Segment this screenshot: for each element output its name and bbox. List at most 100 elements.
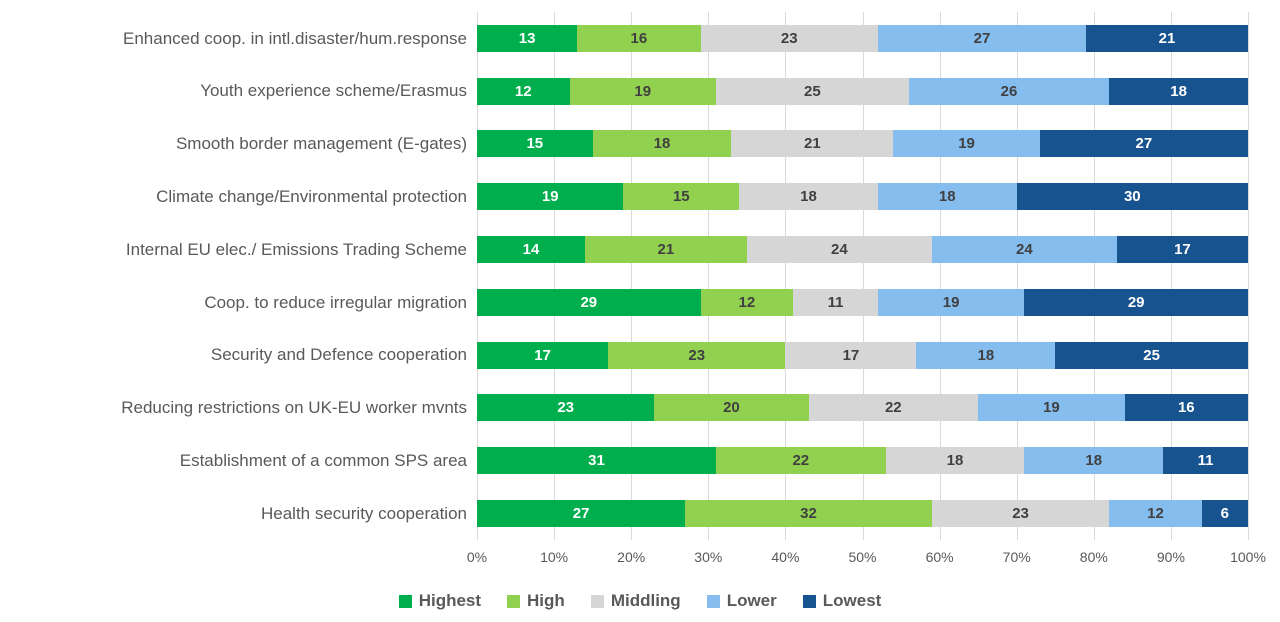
segment-value-label: 22 [884,399,902,417]
bar-row: Youth experience scheme/Erasmus 12 19 25 26 1… [0,65,1248,118]
gridline-90% [1170,12,1172,540]
bar-segment-lowest: 25 [1055,341,1248,369]
segment-value-label: 18 [946,452,964,470]
legend-item-highest: Highest [398,591,482,611]
segment-value-label: 18 [1085,452,1103,470]
segment-value-label: 15 [672,188,690,206]
stacked-bar: 29 12 11 19 29 [477,288,1248,316]
category-label: Reducing restrictions on UK-EU worker mv… [121,398,467,418]
bar-row: Internal EU elec./ Emissions Trading Sch… [0,223,1248,276]
bar-segment-high: 20 [654,394,809,422]
segment-value-label: 21 [1158,29,1176,47]
segment-value-label: 19 [958,135,975,153]
gridline-100% [1248,12,1249,540]
stacked-bar: 12 19 25 26 18 [477,77,1248,105]
segment-value-label: 16 [1177,399,1195,417]
bar-segment-lower: 24 [931,236,1117,264]
stacked-bar: 17 23 17 18 25 [477,341,1248,369]
segment-value-label: 27 [572,505,590,523]
bar-segment-lower: 26 [908,77,1110,105]
bar-segment-middling: 18 [885,447,1025,475]
segment-value-label: 11 [827,293,844,311]
bar-segment-high: 32 [685,500,932,528]
segment-value-label: 25 [1143,346,1160,364]
bar-segment-lower: 18 [916,341,1056,369]
bar-segment-highest: 12 [477,77,570,105]
segment-value-label: 18 [800,188,817,206]
bar-segment-high: 19 [569,77,716,105]
bar-row: Reducing restrictions on UK-EU worker mv… [0,382,1248,435]
gridline-70% [1016,12,1018,540]
bar-segment-high: 15 [623,183,740,211]
legend-item-lower: Lower [706,591,777,611]
bar-segment-highest: 13 [477,24,578,52]
gridline-30% [708,12,710,540]
legend-swatch-icon [802,594,816,608]
segment-value-label: 17 [842,346,860,364]
bar-segment-lowest: 11 [1163,447,1248,475]
legend: Highest High Middling Lower Lowest [0,588,1280,614]
segment-value-label: 20 [723,399,740,417]
bar-segment-lowest: 6 [1201,500,1248,528]
segment-value-label: 11 [1197,452,1214,470]
legend-item-lowest: Lowest [802,591,881,611]
bar-segment-lowest: 27 [1039,130,1248,158]
bar-segment-highest: 27 [477,500,686,528]
bar-segment-lower: 19 [877,288,1025,316]
segment-value-label: 25 [804,82,821,100]
plot-area [477,12,1249,540]
bar-segment-high: 18 [592,130,732,158]
gridline-80% [1093,12,1095,540]
bar-segment-highest: 15 [477,130,593,158]
x-axis-tick-label: 20% [617,549,646,565]
bar-row: Climate change/Environmental protection 1… [0,170,1248,223]
x-axis-tick-label: 50% [848,549,877,565]
segment-value-label: 27 [973,29,991,47]
bar-segment-lower: 27 [877,24,1087,52]
gridline-10% [554,12,556,540]
bar-segment-high: 22 [716,447,886,475]
legend-label: Lower [726,591,777,610]
bar-segment-highest: 29 [477,288,701,316]
segment-value-label: 29 [1127,293,1145,311]
bar-segment-middling: 24 [746,236,932,264]
bar-row: Establishment of a common SPS area 31 22 18… [0,434,1248,487]
x-axis-tick-label: 70% [1002,549,1031,565]
x-axis-tick-label: 0% [466,549,488,565]
bar-segment-middling: 23 [931,500,1110,528]
legend-label: Highest [418,591,482,610]
stacked-bar: 31 22 18 18 11 [477,447,1248,475]
bar-rows: Enhanced coop. in intl.disaster/hum.resp… [0,12,1248,540]
stacked-bar: 19 15 18 18 30 [477,183,1248,211]
stacked-bar: 14 21 24 24 17 [477,236,1248,264]
stacked-bar: 15 18 21 19 27 [477,130,1248,158]
bar-segment-high: 21 [584,236,747,264]
bar-row: Coop. to reduce irregular migration 29 12 1… [0,276,1248,329]
x-axis-tick-label: 60% [925,549,954,565]
segment-value-label: 12 [514,82,532,100]
segment-value-label: 31 [588,452,605,470]
gridline-40% [785,12,787,540]
gridline-60% [939,12,941,540]
segment-value-label: 26 [1000,82,1018,100]
bar-segment-middling: 11 [793,288,878,316]
segment-value-label: 19 [634,82,652,100]
gridline-0% [477,12,478,540]
bar-segment-lower: 18 [1024,447,1164,475]
segment-value-label: 18 [938,188,956,206]
segment-value-label: 18 [653,135,671,153]
category-label: Health security cooperation [260,503,467,523]
bar-segment-lower: 19 [893,130,1040,158]
segment-value-label: 17 [1174,241,1191,259]
category-label: Security and Defence cooperation [210,345,467,365]
bar-segment-lowest: 30 [1016,183,1248,211]
legend-swatch-icon [398,594,412,608]
segment-value-label: 14 [522,241,540,259]
bar-segment-highest: 17 [477,341,609,369]
bar-segment-middling: 25 [716,77,909,105]
segment-value-label: 29 [580,293,598,311]
category-label: Establishment of a common SPS area [179,451,467,471]
bar-segment-lowest: 16 [1124,394,1248,422]
legend-swatch-icon [590,594,604,608]
